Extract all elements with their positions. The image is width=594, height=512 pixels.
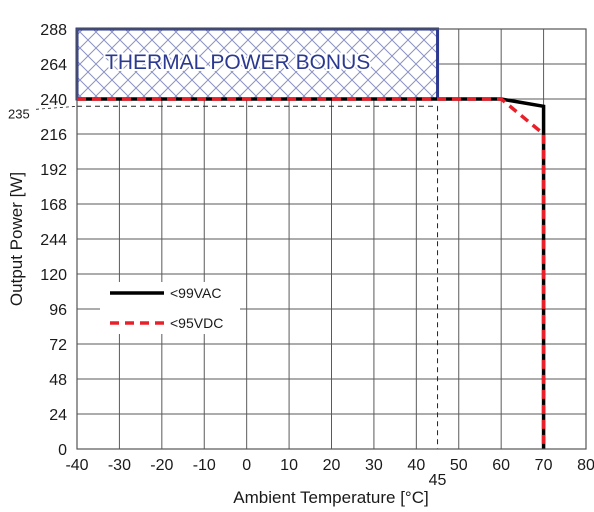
x-tick-label: 70 xyxy=(535,457,553,474)
y-tick-label: 216 xyxy=(40,127,67,144)
annotations: 235 45 xyxy=(8,105,447,489)
y-tick-label: 192 xyxy=(40,162,67,179)
y-tick-label: 96 xyxy=(49,302,67,319)
x-tick-label: 80 xyxy=(577,457,594,474)
y-tick-label: 264 xyxy=(40,57,67,74)
y-tick-label: 168 xyxy=(40,197,67,214)
series-line-1 xyxy=(77,97,546,449)
x-tick-label: 40 xyxy=(407,457,425,474)
x-tick-label: 10 xyxy=(280,457,298,474)
y-tick-label: 120 xyxy=(40,267,67,284)
annotation-leader-y xyxy=(35,105,78,110)
x-tick-labels: -40 -30 -20 -10 0 10 20 30 40 50 60 70 80 xyxy=(65,457,594,474)
reference-lines xyxy=(77,105,439,449)
x-tick-label: -10 xyxy=(193,457,216,474)
x-tick-label: 50 xyxy=(450,457,468,474)
x-tick-label: 30 xyxy=(365,457,383,474)
y-tick-labels: 0 24 48 72 96 120 244 168 192 216 240 264 288 xyxy=(40,22,67,459)
legend-label-0: <99VAC xyxy=(170,285,222,301)
legend: <99VAC <95VDC xyxy=(100,282,240,334)
legend-background xyxy=(100,282,240,334)
x-tick-label: 0 xyxy=(242,457,251,474)
y-tick-label: 24 xyxy=(49,407,67,424)
x-tick-label: -20 xyxy=(150,457,173,474)
y-tick-label: 240 xyxy=(40,92,67,109)
y-tick-label: 48 xyxy=(49,372,67,389)
annotation-label-x: 45 xyxy=(429,472,447,489)
annotation-label-y: 235 xyxy=(8,106,30,121)
x-tick-label: 60 xyxy=(492,457,510,474)
plot-frame xyxy=(76,28,587,450)
thermal-power-bonus-region: THERMAL POWER BONUS xyxy=(75,27,440,101)
x-tick-label: 20 xyxy=(323,457,341,474)
y-tick-label: 72 xyxy=(49,337,67,354)
bonus-region-box xyxy=(75,27,440,101)
series-lines xyxy=(77,97,546,449)
x-axis-title: Ambient Temperature [°C] xyxy=(233,488,428,507)
y-tick-label: 0 xyxy=(58,442,67,459)
y-tick-label: 288 xyxy=(40,22,67,39)
bonus-region-label: THERMAL POWER BONUS xyxy=(105,51,370,74)
x-tick-label: -30 xyxy=(108,457,131,474)
y-tick-label: 244 xyxy=(40,232,67,249)
y-axis-title: Output Power [W] xyxy=(7,172,26,306)
x-tick-label: -40 xyxy=(65,457,88,474)
legend-label-1: <95VDC xyxy=(170,315,223,331)
